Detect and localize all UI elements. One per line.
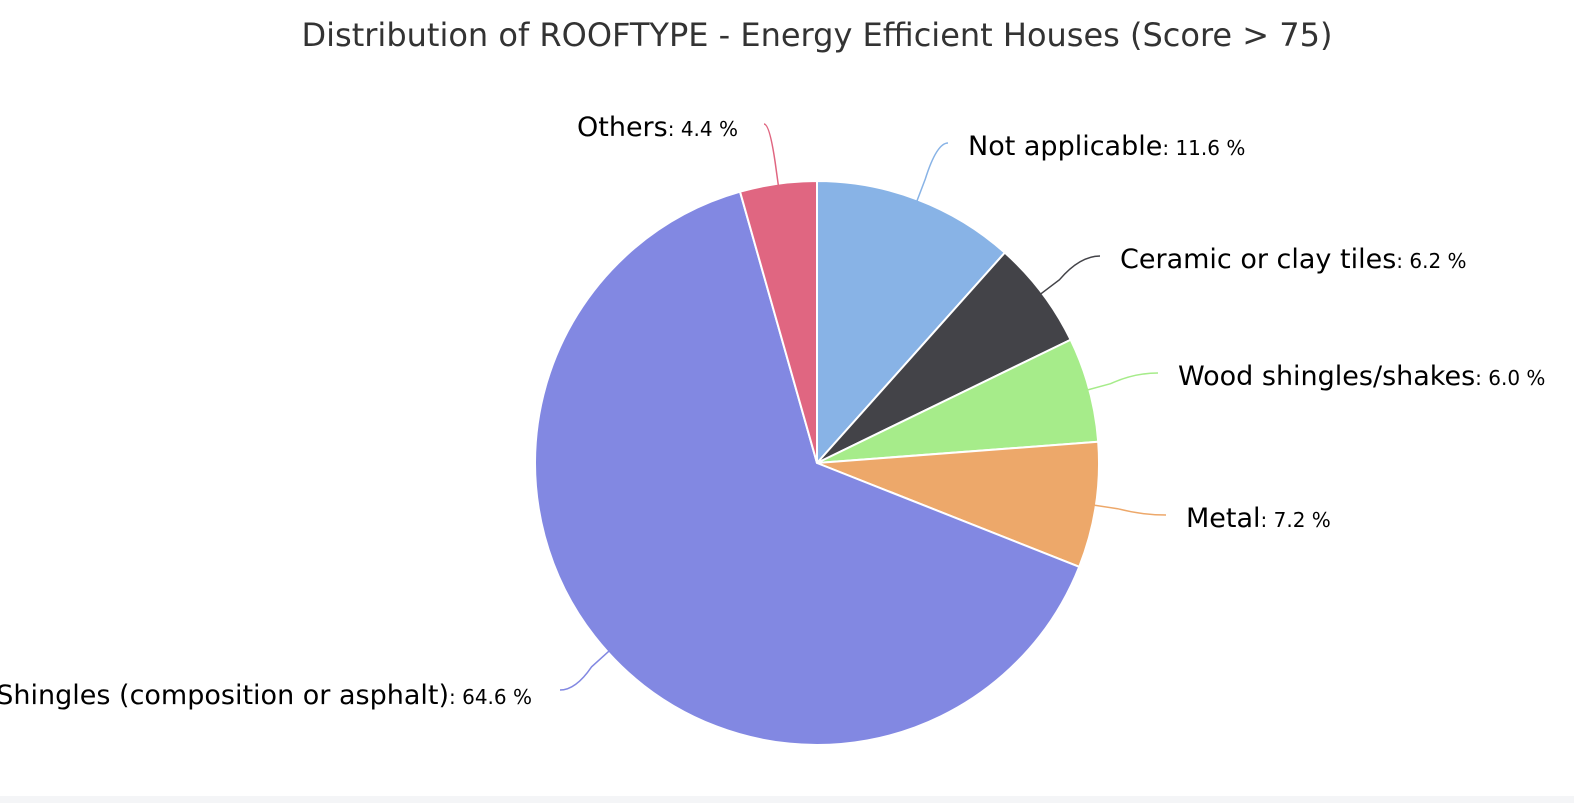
- data-label-shingles-composition-or-asphalt: Shingles (composition or asphalt): 64.6 …: [0, 680, 532, 711]
- data-label-name: Others: [577, 112, 668, 143]
- connector-wood-shingles-shakes: [1087, 372, 1159, 391]
- chart-title: Distribution of ROOFTYPE - Energy Effici…: [302, 16, 1333, 54]
- connector-shingles-composition-or-asphalt: [559, 650, 610, 691]
- data-label-wood-shingles-shakes: Wood shingles/shakes: 6.0 %: [1178, 361, 1545, 392]
- data-label-value: : 7.2 %: [1261, 508, 1331, 532]
- footer-band: [0, 796, 1574, 803]
- data-label-name: Ceramic or clay tiles: [1120, 244, 1396, 275]
- data-label-value: : 4.4 %: [668, 117, 738, 141]
- data-label-name: Not applicable: [968, 131, 1162, 162]
- data-label-name: Wood shingles/shakes: [1178, 361, 1475, 392]
- connector-ceramic-or-clay-tiles: [1039, 255, 1101, 295]
- data-label-metal: Metal: 7.2 %: [1186, 503, 1331, 534]
- data-label-ceramic-or-clay-tiles: Ceramic or clay tiles: 6.2 %: [1120, 244, 1467, 275]
- connectors-layer: [559, 123, 1167, 691]
- labels-layer: Not applicable: 11.6 % Ceramic or clay ti…: [0, 112, 1545, 711]
- data-label-name: Shingles (composition or asphalt): [0, 680, 449, 711]
- data-label-not-applicable: Not applicable: 11.6 %: [968, 131, 1245, 162]
- connector-not-applicable: [916, 142, 949, 202]
- data-label-name: Metal: [1186, 503, 1261, 534]
- data-label-value: : 6.0 %: [1475, 366, 1545, 390]
- connector-others: [763, 123, 780, 186]
- data-label-others: Others: 4.4 %: [577, 112, 738, 143]
- data-label-value: : 64.6 %: [449, 685, 532, 709]
- connector-metal: [1093, 504, 1167, 516]
- slices-layer: [534, 180, 1100, 746]
- data-label-value: : 6.2 %: [1396, 249, 1466, 273]
- data-label-value: : 11.6 %: [1162, 136, 1245, 160]
